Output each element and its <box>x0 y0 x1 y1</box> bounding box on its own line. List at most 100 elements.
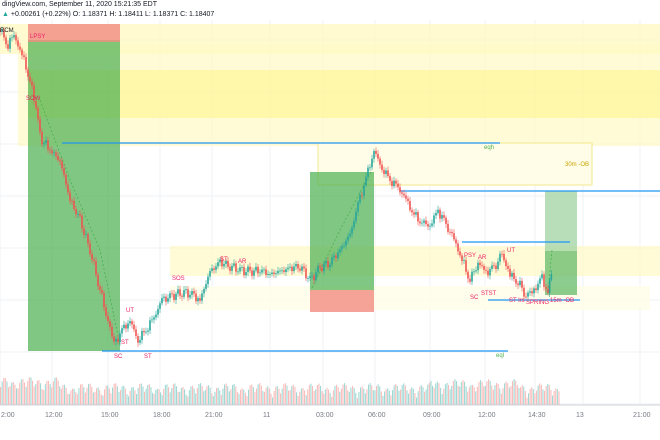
candle-body <box>69 192 71 201</box>
candle-body <box>247 266 249 273</box>
volume-bar <box>411 387 413 405</box>
time-tick-label: 15:00 <box>101 412 119 419</box>
volume-bar <box>348 391 350 405</box>
volume-bar <box>14 384 16 405</box>
candle-body <box>397 183 399 188</box>
ar-label: AR <box>478 255 487 261</box>
volume-bar <box>188 390 190 405</box>
green-zone-right-light <box>545 191 577 251</box>
volume-bar <box>443 388 445 405</box>
volume-bar <box>302 388 304 405</box>
ut-left-label: UT <box>126 308 134 314</box>
candle-body <box>67 184 69 193</box>
volume-bar <box>158 389 160 405</box>
candle-body <box>391 180 393 187</box>
volume-bar <box>264 391 266 405</box>
candle-body <box>239 267 241 272</box>
volume-bar <box>446 382 448 405</box>
candle-body <box>315 272 317 281</box>
volume-bar <box>326 387 328 405</box>
candle-body <box>77 213 79 215</box>
volume-bar <box>512 381 514 405</box>
volume-bar <box>164 384 166 405</box>
volume-bar <box>336 384 338 405</box>
volume-bar <box>488 379 490 405</box>
candle-body <box>285 269 287 273</box>
volume-bar <box>220 394 222 405</box>
time-tick-label: 12:00 <box>478 412 496 419</box>
volume-bar <box>91 386 93 405</box>
candle-body <box>35 101 37 109</box>
volume-bar <box>65 387 67 405</box>
volume-bar <box>350 387 352 405</box>
volume-bar <box>371 385 373 405</box>
candle-body <box>179 289 181 296</box>
volume-bar <box>313 390 315 405</box>
volume-bar <box>358 391 360 405</box>
volume-bar <box>430 380 432 405</box>
volume-bar <box>222 388 224 405</box>
volume-bar <box>406 390 408 405</box>
volume-bar <box>508 387 510 405</box>
volume-bar <box>347 390 349 405</box>
candle-body <box>541 274 543 279</box>
candle-body <box>235 263 237 272</box>
volume-bar <box>507 383 509 405</box>
volume-bar <box>393 385 395 405</box>
volume-bar <box>35 384 37 405</box>
volume-bar <box>344 383 346 405</box>
volume-bar <box>361 386 363 405</box>
volume-bar <box>78 388 80 405</box>
volume-bar <box>417 391 419 405</box>
candle-body <box>249 266 251 271</box>
volume-bar <box>171 388 173 405</box>
volume-bar <box>236 391 238 405</box>
candle-body <box>473 271 475 273</box>
candle-body <box>0 30 1 32</box>
candle-body <box>429 225 431 227</box>
candle-body <box>415 212 417 215</box>
candle-body <box>217 262 219 267</box>
volume-bar <box>145 388 147 405</box>
candle-body <box>345 240 347 246</box>
candle-body <box>201 293 203 301</box>
volume-bar <box>20 379 22 405</box>
candle-body <box>47 140 49 150</box>
volume-bar <box>152 392 154 405</box>
time-tick-label: 21:00 <box>205 412 223 419</box>
sc2-label: SC <box>470 295 479 301</box>
volume-bar <box>438 383 440 405</box>
volume-bar <box>470 384 472 405</box>
volume-bar <box>123 385 125 405</box>
volume-bar <box>209 387 211 405</box>
volume-bar <box>547 383 549 405</box>
candle-body <box>223 263 225 267</box>
volume-bar <box>172 384 174 405</box>
candle-body <box>9 37 11 49</box>
volume-bar <box>140 383 142 405</box>
time-tick-label: 2:00 <box>1 412 15 419</box>
volume-bar <box>115 383 117 405</box>
candle-body <box>333 255 335 258</box>
volume-bar <box>92 392 94 405</box>
candle-body <box>289 266 291 268</box>
candle-body <box>399 187 401 193</box>
candle-body <box>311 275 313 277</box>
candle-body <box>145 331 147 333</box>
candle-body <box>233 263 235 266</box>
volume-bar <box>480 380 482 405</box>
candle-body <box>483 265 485 270</box>
candle-body <box>151 319 153 321</box>
zones <box>0 24 660 351</box>
volume-bar <box>137 387 139 405</box>
volume-bar <box>414 393 416 405</box>
volume-bar <box>342 384 344 405</box>
time-tick-label: 06:00 <box>368 412 386 419</box>
volume-bar <box>243 389 245 405</box>
volume-bar <box>310 383 312 405</box>
volume-bar <box>179 391 181 405</box>
candle-body <box>171 293 173 295</box>
candle-body <box>525 296 527 298</box>
candle-body <box>15 35 17 41</box>
